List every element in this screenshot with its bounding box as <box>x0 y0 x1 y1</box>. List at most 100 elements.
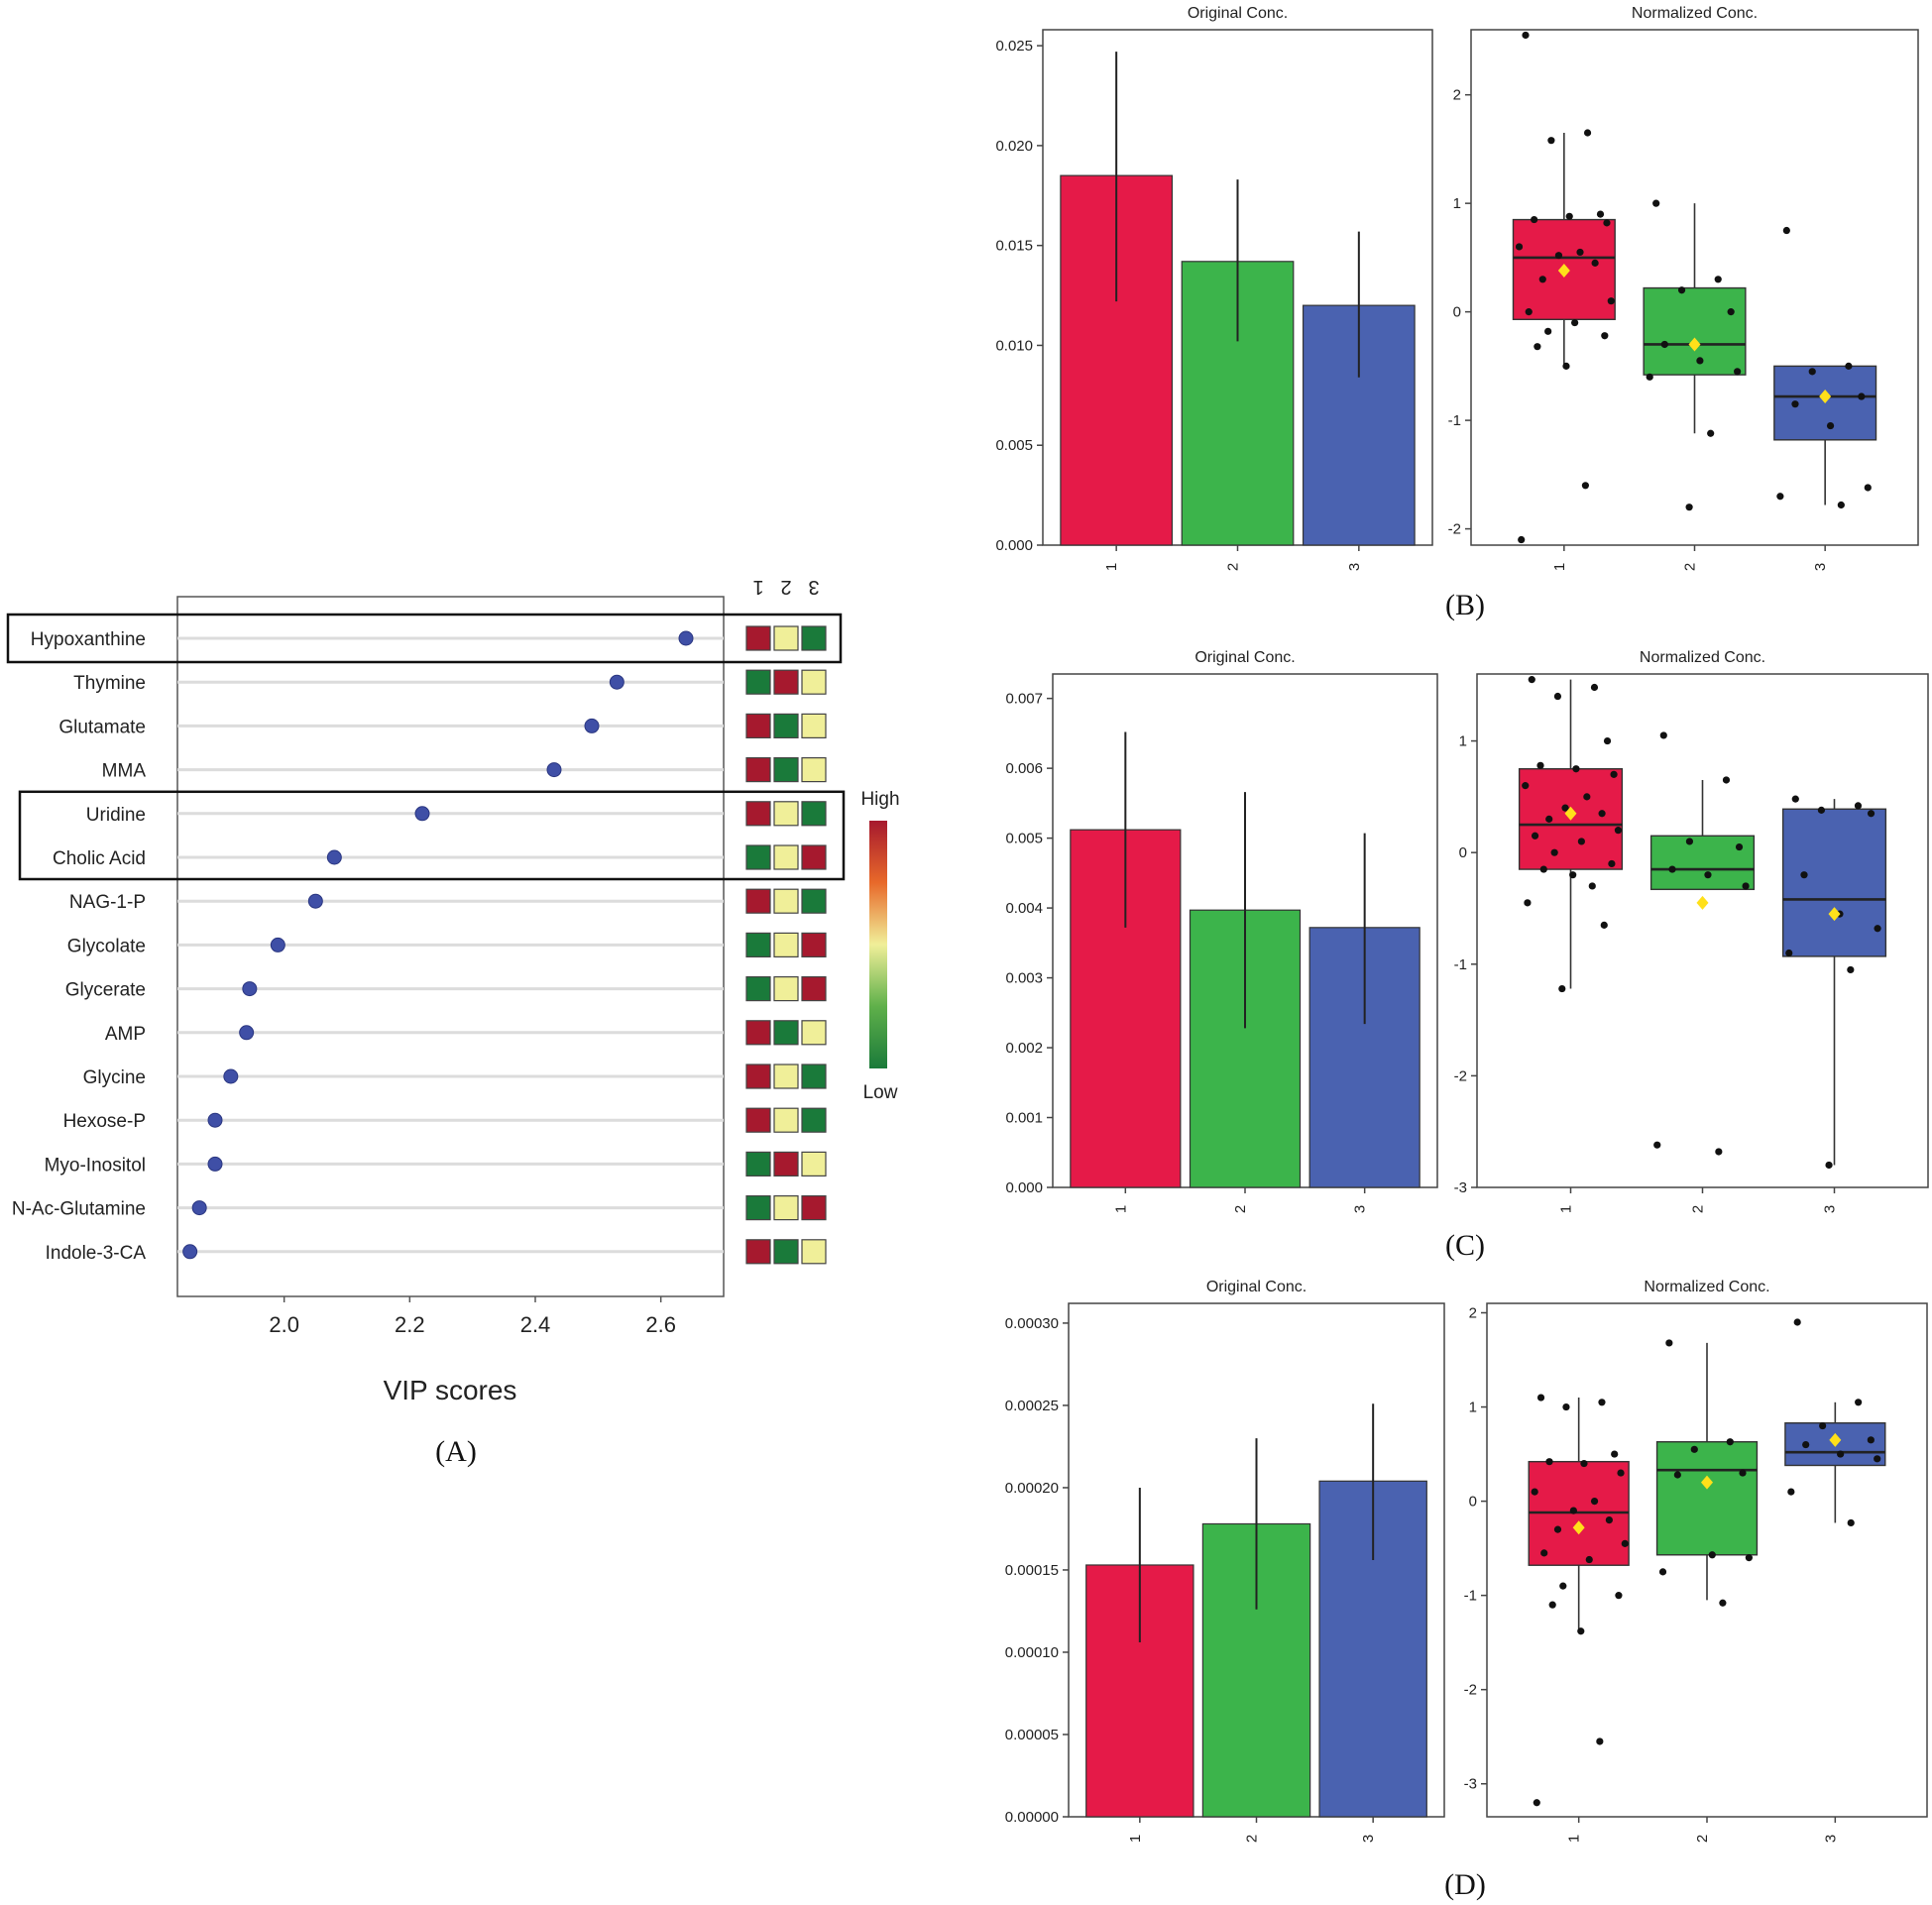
y-tick-label: -3 <box>1454 1179 1467 1196</box>
feature-label: Glycine <box>83 1067 146 1088</box>
y-tick-label: 0.005 <box>995 437 1033 454</box>
heat-cell <box>745 801 771 827</box>
data-point <box>1536 761 1544 769</box>
data-point <box>1802 1440 1810 1449</box>
y-tick-label: 2 <box>1453 87 1461 104</box>
panel-label-d: (D) <box>1444 1868 1486 1901</box>
box-plot-title: Normalized Conc. <box>1644 1279 1769 1295</box>
data-point <box>1696 357 1704 365</box>
x-tick-label: 2.2 <box>395 1312 425 1337</box>
x-tick-label: 2 <box>1232 1205 1249 1213</box>
data-point <box>1536 1394 1545 1401</box>
data-point <box>1874 1455 1881 1463</box>
y-tick-label: 0.005 <box>1005 831 1043 847</box>
box-plot-title: Normalized Conc. <box>1632 5 1758 22</box>
vip-dot <box>207 1112 223 1128</box>
data-point <box>1855 1399 1863 1406</box>
heat-cell <box>773 669 799 695</box>
group-header: 3 <box>808 576 819 598</box>
vip-dot <box>223 1068 239 1084</box>
y-tick-label: 0.00025 <box>1005 1398 1059 1414</box>
heat-cell <box>745 844 771 870</box>
heat-cell <box>801 1239 827 1265</box>
data-point <box>1581 482 1590 490</box>
x-tick-label: 3 <box>1346 563 1363 571</box>
vip-dot <box>207 1156 223 1172</box>
data-point <box>1585 1555 1593 1564</box>
vip-dot <box>414 806 430 822</box>
data-point <box>1558 984 1566 993</box>
heat-cell <box>773 1107 799 1133</box>
vip-dot <box>239 1025 255 1041</box>
heat-cell <box>801 844 827 870</box>
data-point <box>1653 1141 1661 1149</box>
heat-cell <box>801 975 827 1002</box>
data-point <box>1837 501 1845 509</box>
x-tick-label: 2 <box>1690 1205 1707 1213</box>
data-point <box>1668 865 1676 873</box>
box-plot-title: Normalized Conc. <box>1640 649 1765 666</box>
box <box>1655 1441 1759 1556</box>
data-point <box>1588 882 1596 890</box>
y-tick-label: 0.015 <box>995 238 1033 255</box>
data-point <box>1562 362 1570 370</box>
heat-cell <box>773 975 799 1002</box>
x-tick-label: 2 <box>1244 1835 1261 1843</box>
data-point <box>1845 362 1853 370</box>
mean-marker <box>1557 264 1570 279</box>
data-point <box>1525 308 1533 316</box>
data-point <box>1610 770 1618 778</box>
heat-cell <box>773 1064 799 1089</box>
vip-dot <box>546 762 562 778</box>
x-tick-label: 3 <box>1352 1205 1369 1213</box>
feature-label: AMP <box>105 1024 146 1045</box>
vip-dot <box>191 1200 207 1216</box>
data-point <box>1864 484 1872 492</box>
data-point <box>1726 1438 1734 1446</box>
feature-label: Cholic Acid <box>53 848 146 869</box>
feature-label: Glutamate <box>58 717 146 737</box>
heat-cell <box>773 1239 799 1265</box>
data-point <box>1708 1551 1716 1559</box>
data-point <box>1591 259 1599 267</box>
data-point <box>1867 1436 1875 1444</box>
heat-cell <box>773 756 799 783</box>
data-point <box>1533 1799 1540 1807</box>
feature-label: Glycolate <box>67 936 146 956</box>
data-point <box>1540 1549 1548 1557</box>
panel-label-c: (C) <box>1445 1229 1485 1262</box>
heat-cell <box>773 801 799 827</box>
y-tick-label: -1 <box>1448 412 1461 429</box>
data-point <box>1565 212 1573 220</box>
heat-cell <box>745 713 771 739</box>
heat-cell <box>801 1064 827 1089</box>
panel-label-b: (B) <box>1445 589 1485 621</box>
x-tick-label: 1 <box>1566 1835 1583 1843</box>
feature-label: Hypoxanthine <box>31 629 146 650</box>
data-point <box>1553 692 1562 701</box>
group-header: 1 <box>752 576 763 598</box>
heat-cell <box>745 1064 771 1089</box>
y-tick-label: -1 <box>1464 1588 1477 1605</box>
data-point <box>1522 31 1530 40</box>
data-point <box>1577 838 1585 845</box>
data-point <box>1553 1525 1562 1533</box>
x-tick-label: 3 <box>1822 1835 1839 1843</box>
data-point <box>1800 871 1808 879</box>
panel-label-a: (A) <box>435 1435 477 1468</box>
mean-marker <box>1701 1475 1713 1490</box>
data-point <box>1580 1459 1588 1468</box>
data-point <box>1607 297 1615 305</box>
data-point <box>1554 252 1563 260</box>
data-point <box>1742 882 1750 890</box>
x-tick-label: 1 <box>1103 563 1120 571</box>
data-point <box>1715 1148 1723 1156</box>
panel-labels: (A) (B) (C) (D) <box>435 589 1486 1901</box>
y-tick-label: 0.00015 <box>1005 1562 1059 1579</box>
heat-cell <box>801 625 827 651</box>
feature-label: NAG-1-P <box>69 892 146 913</box>
heat-cell <box>745 932 771 958</box>
x-tick-label: 2.6 <box>645 1312 676 1337</box>
data-point <box>1600 921 1608 929</box>
data-point <box>1539 865 1547 873</box>
